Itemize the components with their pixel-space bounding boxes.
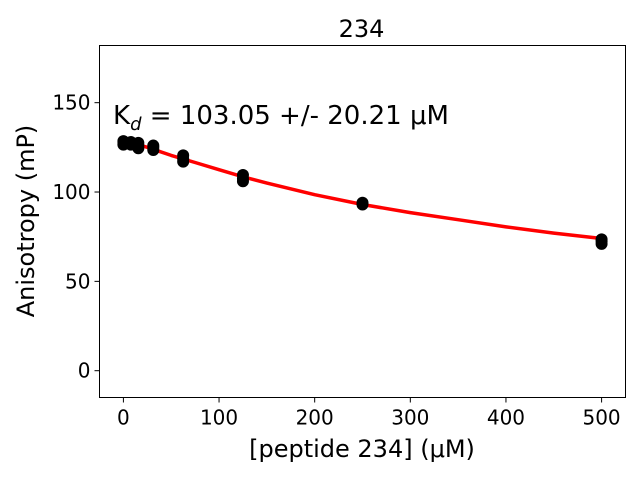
y-tick-label: 150 [52, 91, 90, 115]
x-tick-label: 300 [391, 406, 429, 430]
y-axis: 0 50 100 150 [52, 91, 100, 383]
kd-annotation-rest: = 103.05 +/- 20.21 μM [142, 101, 449, 131]
data-point [236, 169, 249, 182]
plot-frame [99, 45, 626, 398]
plot-area [117, 135, 608, 250]
fit-curve [122, 138, 602, 241]
y-tick-label: 100 [52, 180, 90, 204]
data-point [132, 136, 145, 149]
kd-annotation-subscript: d [130, 114, 142, 135]
x-tick-label: 400 [487, 406, 525, 430]
x-tick-label: 0 [117, 406, 130, 430]
y-tick-label: 50 [65, 269, 90, 293]
y-tick-label: 0 [78, 359, 91, 383]
x-tick-label: 500 [582, 406, 620, 430]
x-tick-label: 200 [296, 406, 334, 430]
data-point [595, 233, 608, 246]
data-point [147, 139, 160, 152]
x-axis: 0 100 200 300 400 500 [117, 397, 621, 430]
x-axis-label: [peptide 234] (μM) [249, 435, 475, 463]
kd-annotation-k: K [113, 101, 131, 131]
chart-title: 234 [339, 15, 385, 43]
x-tick-label: 100 [200, 406, 238, 430]
data-point [356, 196, 369, 209]
kd-annotation: Kd = 103.05 +/- 20.21 μM [113, 101, 449, 135]
y-axis-label: Anisotropy (mP) [12, 125, 40, 318]
data-point [177, 149, 190, 162]
